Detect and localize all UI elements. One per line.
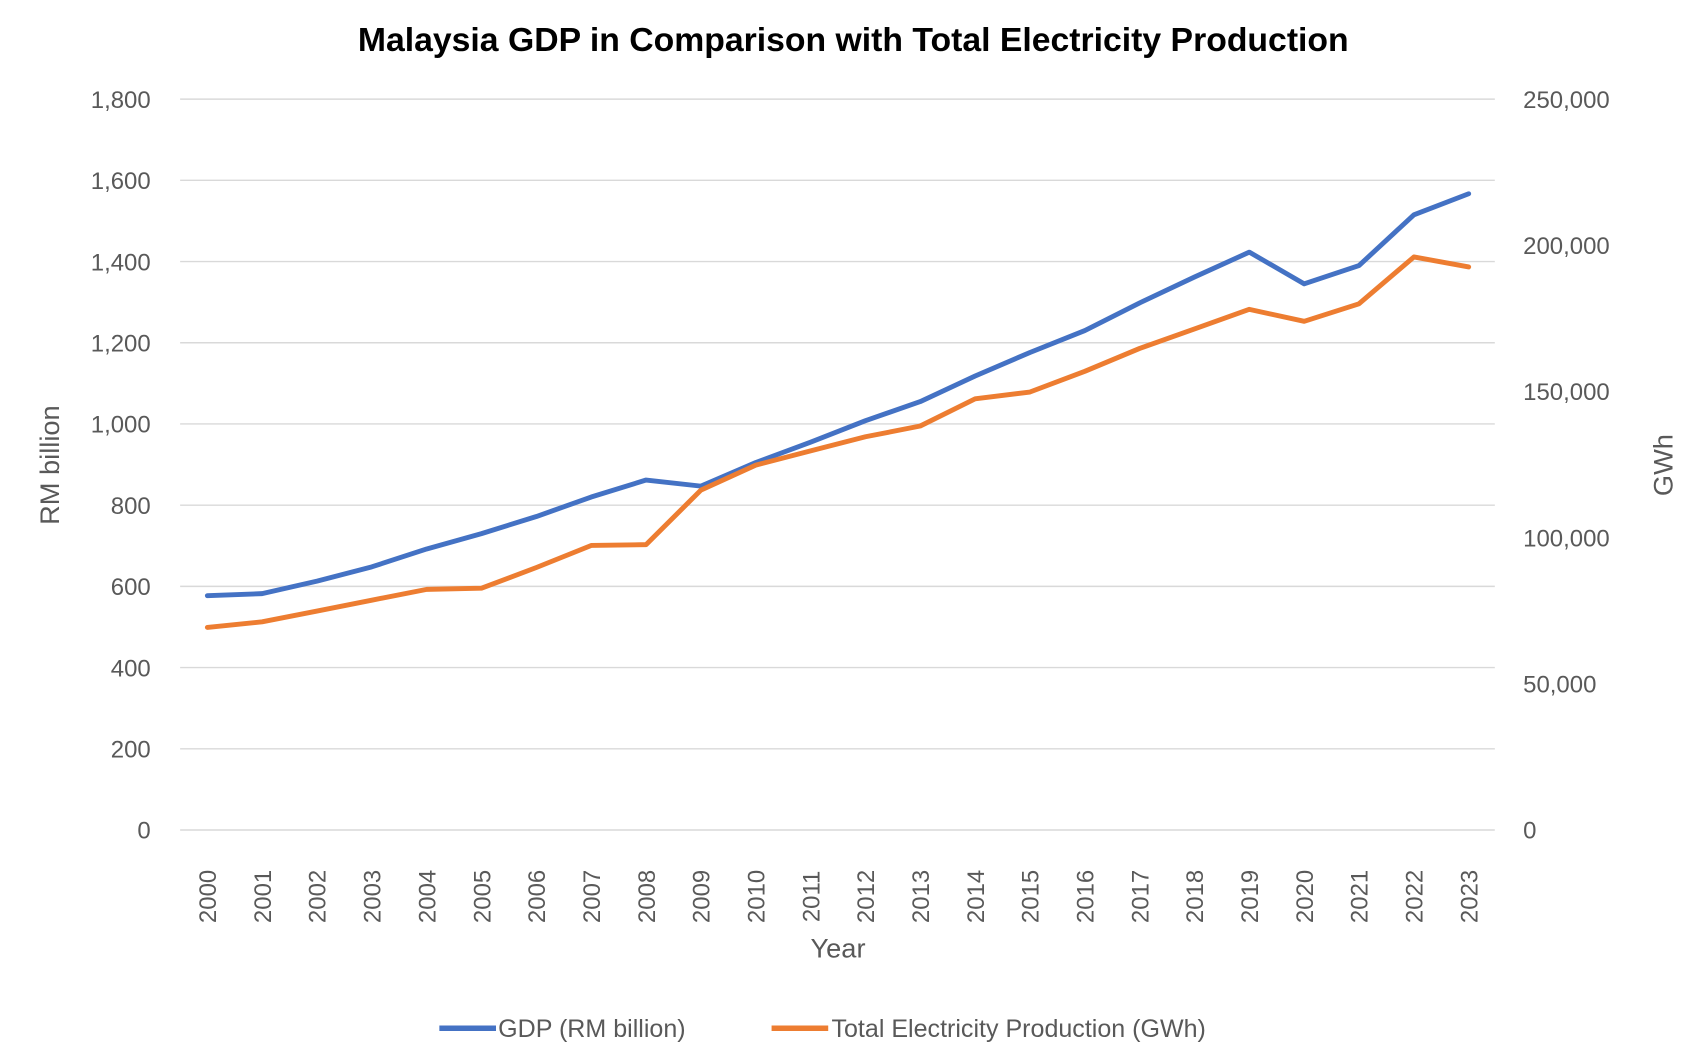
x-tick-label: 2021 xyxy=(1347,870,1374,923)
x-tick-label: 2005 xyxy=(469,870,496,923)
x-tick-label: 2022 xyxy=(1402,870,1429,923)
x-tick-label: 2007 xyxy=(579,870,606,923)
y2-tick-label: 200,000 xyxy=(1523,233,1610,260)
y-tick-label: 1,600 xyxy=(91,168,151,195)
x-tick-label: 2006 xyxy=(524,870,551,923)
x-tick-label: 2013 xyxy=(908,870,935,923)
x-tick-label: 2011 xyxy=(798,871,825,923)
y2-tick-label: 150,000 xyxy=(1523,379,1610,406)
y-tick-label: 1,000 xyxy=(91,412,151,439)
x-tick-label: 2001 xyxy=(250,870,277,923)
y-tick-label: 200 xyxy=(111,736,151,763)
x-tick-label: 2017 xyxy=(1127,870,1154,923)
y2-tick-label: 100,000 xyxy=(1523,525,1610,552)
x-tick-label: 2004 xyxy=(414,870,441,923)
y-tick-label: 1,200 xyxy=(91,330,151,357)
y-tick-label: 1,400 xyxy=(91,249,151,276)
y-tick-label: 1,800 xyxy=(91,87,151,114)
y2-tick-label: 50,000 xyxy=(1523,672,1596,699)
x-tick-label: 2009 xyxy=(689,870,716,923)
legend: GDP (RM billion) Total Electricity Produ… xyxy=(439,1015,1206,1043)
x-tick-label: 2023 xyxy=(1456,870,1483,923)
y2-tick-label: 250,000 xyxy=(1523,87,1610,114)
x-tick-label: 2020 xyxy=(1292,870,1319,923)
gdp-line xyxy=(204,191,1472,599)
right-axis-ticks: 0 50,000 100,000 150,000 200,000 250,000 xyxy=(1523,87,1610,845)
y2-axis-label: GWh xyxy=(1647,434,1678,496)
x-axis-label: Year xyxy=(811,932,866,963)
x-tick-label: 2014 xyxy=(963,870,990,923)
x-tick-label: 2008 xyxy=(634,870,661,923)
y-tick-label: 600 xyxy=(111,574,151,601)
x-tick-label: 2003 xyxy=(360,870,387,923)
chart-title: Malaysia GDP in Comparison with Total El… xyxy=(358,21,1349,59)
gridlines xyxy=(180,98,1495,831)
electricity-line xyxy=(204,254,1472,630)
x-tick-label: 2000 xyxy=(195,870,222,923)
x-axis-ticks: 2000 2001 2002 2003 2004 2005 2006 2007 2008 2009… xyxy=(195,870,1483,923)
y-tick-label: 800 xyxy=(111,493,151,520)
x-tick-label: 2016 xyxy=(1073,870,1100,923)
y-axis-label: RM billion xyxy=(34,405,65,525)
x-tick-label: 2019 xyxy=(1237,870,1264,923)
x-tick-label: 2015 xyxy=(1018,870,1045,923)
x-tick-label: 2012 xyxy=(853,870,880,923)
legend-label-gdp: GDP (RM billion) xyxy=(498,1015,685,1043)
x-tick-label: 2002 xyxy=(305,870,332,923)
y2-tick-label: 0 xyxy=(1523,818,1536,845)
left-axis-ticks: 0 200 400 600 800 1,000 1,200 1,400 1,600 1,800 xyxy=(91,87,151,845)
legend-label-electricity: Total Electricity Production (GWh) xyxy=(831,1015,1205,1043)
y-tick-label: 400 xyxy=(111,655,151,682)
x-tick-label: 2018 xyxy=(1182,870,1209,923)
series-lines xyxy=(204,191,1472,630)
x-tick-label: 2010 xyxy=(743,870,770,923)
y-tick-label: 0 xyxy=(137,818,150,845)
